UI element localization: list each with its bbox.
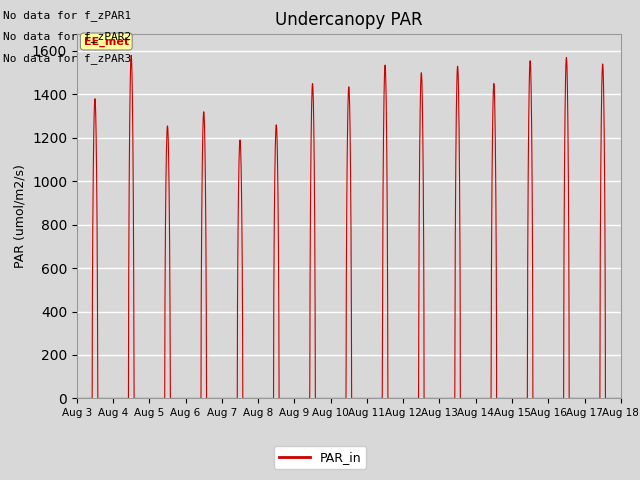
Title: Undercanopy PAR: Undercanopy PAR <box>275 11 422 29</box>
Text: No data for f_zPAR1: No data for f_zPAR1 <box>3 10 131 21</box>
Legend: PAR_in: PAR_in <box>273 446 367 469</box>
Text: EE_met: EE_met <box>84 36 129 47</box>
Text: No data for f_zPAR2: No data for f_zPAR2 <box>3 31 131 42</box>
Y-axis label: PAR (umol/m2/s): PAR (umol/m2/s) <box>13 164 26 268</box>
Text: No data for f_zPAR3: No data for f_zPAR3 <box>3 53 131 64</box>
